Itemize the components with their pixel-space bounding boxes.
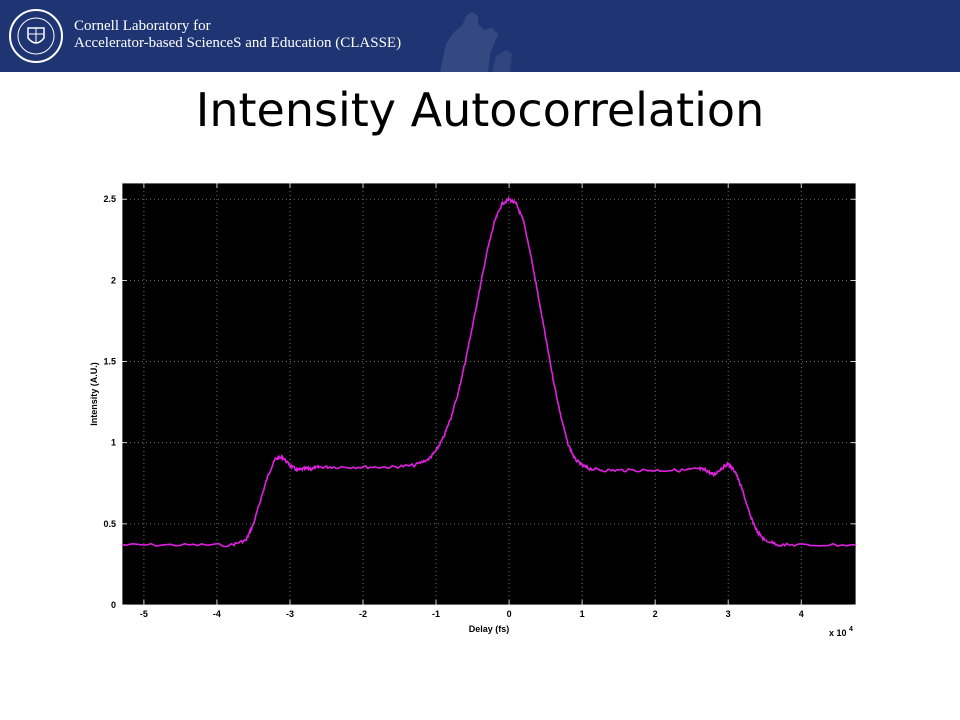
y-tick-label: 2.5 xyxy=(103,194,116,204)
y-tick-label: 2 xyxy=(111,275,116,285)
x-axis-label: Delay (fs) xyxy=(469,624,510,634)
x-tick-label: -1 xyxy=(432,609,440,619)
statue-silhouette-icon xyxy=(440,12,512,72)
y-tick-label: 1.5 xyxy=(103,357,116,367)
org-name-line1: Cornell Laboratory for xyxy=(74,18,211,34)
x-tick-label: 0 xyxy=(507,609,512,619)
header-bar: Cornell Laboratory for Accelerator-based… xyxy=(0,0,960,72)
series-line xyxy=(121,196,857,548)
x-tick-label: -3 xyxy=(286,609,294,619)
x-tick-label: -4 xyxy=(213,609,221,619)
plot-frame xyxy=(121,182,857,606)
x-multiplier-label: x 10 4 xyxy=(829,626,853,638)
y-tick-label: 1 xyxy=(111,438,116,448)
x-tick-label: -2 xyxy=(359,609,367,619)
x-tick-label: -5 xyxy=(140,609,148,619)
x-multiplier-exponent: 4 xyxy=(849,626,853,633)
x-tick-label: 1 xyxy=(580,609,585,619)
axes-frame xyxy=(121,182,857,606)
cornell-seal-icon xyxy=(9,9,63,63)
plot-area xyxy=(122,183,856,605)
slide-title: Intensity Autocorrelation xyxy=(195,83,765,137)
y-axis-label: Intensity (A.U.) xyxy=(89,362,99,426)
y-tick-label: 0 xyxy=(111,600,116,610)
tick-labels: -5 -4 -3 -2 -1 0 1 2 3 4 0 0.5 1 1.5 2 2.5 xyxy=(103,194,803,619)
y-tick-label: 0.5 xyxy=(103,519,116,529)
x-tick-label: 4 xyxy=(799,609,804,619)
org-name-line2: Accelerator-based ScienceS and Education… xyxy=(74,35,402,51)
x-multiplier-base: x 10 xyxy=(829,628,847,638)
x-tick-label: 3 xyxy=(726,609,731,619)
x-tick-label: 2 xyxy=(653,609,658,619)
